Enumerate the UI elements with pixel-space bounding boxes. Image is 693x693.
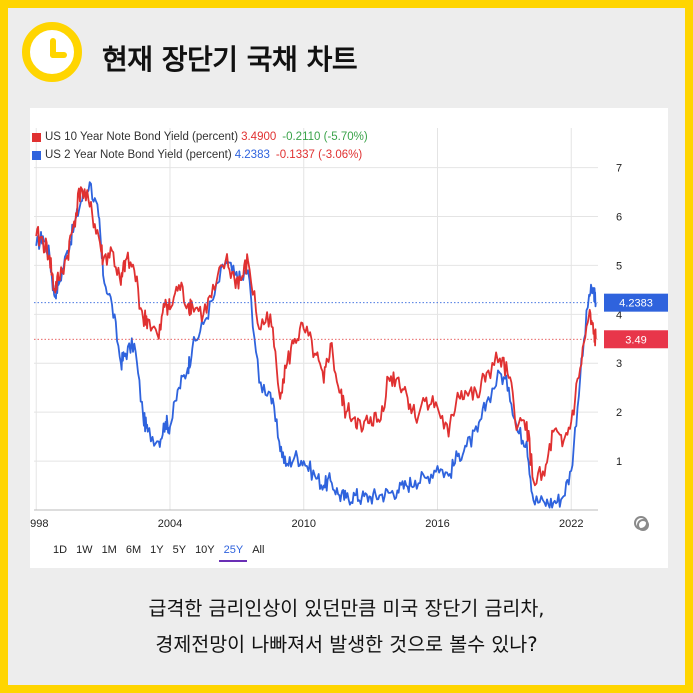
y-tick-label: 5 xyxy=(616,260,622,272)
legend-label-10y: US 10 Year Note Bond Yield (percent) xyxy=(45,131,239,143)
y-tick-label: 7 xyxy=(616,163,622,175)
clock-icon xyxy=(22,22,82,82)
caption-line-2: 경제전망이 나빠져서 발생한 것으로 볼수 있나? xyxy=(155,633,538,656)
range-selector: 1D 1W 1M 6M 1Y 5Y 10Y 25Y All xyxy=(48,542,268,562)
red-square-icon xyxy=(32,132,41,142)
legend-change-10y: -0.2110 (-5.70%) xyxy=(282,131,368,143)
legend-label-2y: US 2 Year Note Bond Yield (percent) xyxy=(45,149,232,161)
reset-zoom-icon[interactable] xyxy=(634,516,649,531)
x-tick-label: 1998 xyxy=(30,518,48,530)
y-tick-label: 1 xyxy=(616,456,622,468)
range-button-6m[interactable]: 6M xyxy=(125,544,142,556)
legend-change-2y: -0.1337 (-3.06%) xyxy=(275,149,363,161)
x-tick-label: 2010 xyxy=(291,518,315,530)
last-value-badge-10y xyxy=(604,330,668,349)
last-value-badge-2y-text: 4.2383 xyxy=(619,298,653,310)
yield-chart: 1 2 3 4 5 6 7 1998 2004 2010 2016 2022 4.2383 3.49 xyxy=(30,128,668,530)
range-button-1m[interactable]: 1M xyxy=(101,544,117,556)
x-tick-label: 2016 xyxy=(425,518,449,530)
range-button-5y[interactable]: 5Y xyxy=(172,544,187,556)
series-line-2y xyxy=(35,181,597,509)
y-tick-label: 4 xyxy=(616,309,622,321)
last-value-badge-10y-text: 3.49 xyxy=(625,334,646,346)
series-line-10y xyxy=(35,186,597,487)
x-tick-label: 2022 xyxy=(559,518,583,530)
chart-legend: US 10 Year Note Bond Yield (percent) 3.4… xyxy=(32,128,368,164)
legend-value-2y: 4.2383 xyxy=(234,149,270,161)
chart-panel: 1 2 3 4 5 6 7 1998 2004 2010 2016 2022 4.2383 3.49 US… xyxy=(30,108,668,568)
legend-item-10y[interactable]: US 10 Year Note Bond Yield (percent) 3.4… xyxy=(32,128,368,146)
legend-value-10y: 3.4900 xyxy=(241,131,277,143)
range-button-all[interactable]: All xyxy=(252,544,265,556)
y-tick-label: 2 xyxy=(616,407,622,419)
range-button-1w[interactable]: 1W xyxy=(76,544,93,556)
range-button-25y[interactable]: 25Y xyxy=(218,542,248,562)
last-value-badge-2y xyxy=(604,293,668,312)
y-tick-label: 6 xyxy=(616,211,622,223)
blue-square-icon xyxy=(32,150,41,160)
legend-item-2y[interactable]: US 2 Year Note Bond Yield (percent) 4.23… xyxy=(32,146,368,164)
y-tick-label: 3 xyxy=(616,358,622,370)
page-title: 현재 장단기 국채 차트 xyxy=(102,43,358,76)
range-button-1d[interactable]: 1D xyxy=(53,544,68,556)
caption-line-1: 급격한 금리인상이 있던만큼 미국 장단기 금리차, xyxy=(148,597,545,620)
range-button-10y[interactable]: 10Y xyxy=(195,544,215,556)
x-tick-label: 2004 xyxy=(158,518,182,530)
range-button-1y[interactable]: 1Y xyxy=(150,544,164,556)
